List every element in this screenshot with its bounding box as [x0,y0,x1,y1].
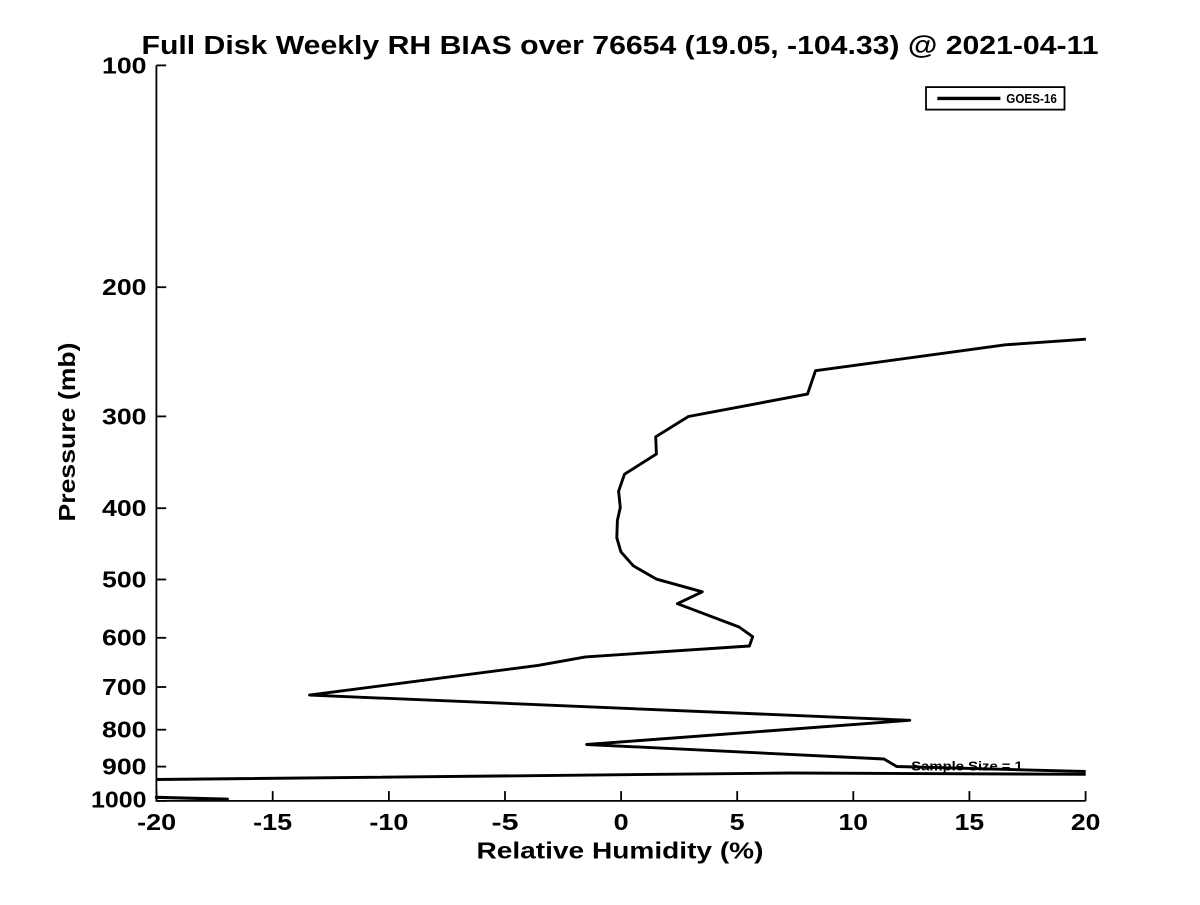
svg-text:Pressure (mb): Pressure (mb) [54,343,80,522]
svg-text:-5: -5 [492,809,519,835]
svg-text:300: 300 [102,403,147,429]
svg-text:500: 500 [102,566,147,592]
svg-text:Relative Humidity (%): Relative Humidity (%) [477,838,764,864]
svg-text:GOES-16: GOES-16 [1006,91,1057,106]
svg-text:Full Disk Weekly RH BIAS over: Full Disk Weekly RH BIAS over 76654 (19.… [142,30,1099,60]
svg-text:-20: -20 [137,809,176,835]
svg-text:0: 0 [614,809,629,835]
svg-text:100: 100 [102,52,147,78]
svg-text:400: 400 [102,495,147,521]
svg-text:-10: -10 [369,809,408,835]
svg-text:Sample Size = 1: Sample Size = 1 [911,759,1023,773]
svg-text:15: 15 [955,809,985,835]
svg-text:200: 200 [102,274,147,300]
svg-text:700: 700 [102,674,147,700]
svg-text:5: 5 [730,809,745,835]
svg-text:900: 900 [102,754,147,780]
svg-text:800: 800 [102,717,147,743]
svg-text:20: 20 [1071,809,1101,835]
svg-text:1000: 1000 [91,786,147,812]
svg-text:-15: -15 [253,809,292,835]
svg-text:600: 600 [102,625,147,651]
svg-text:10: 10 [839,809,869,835]
